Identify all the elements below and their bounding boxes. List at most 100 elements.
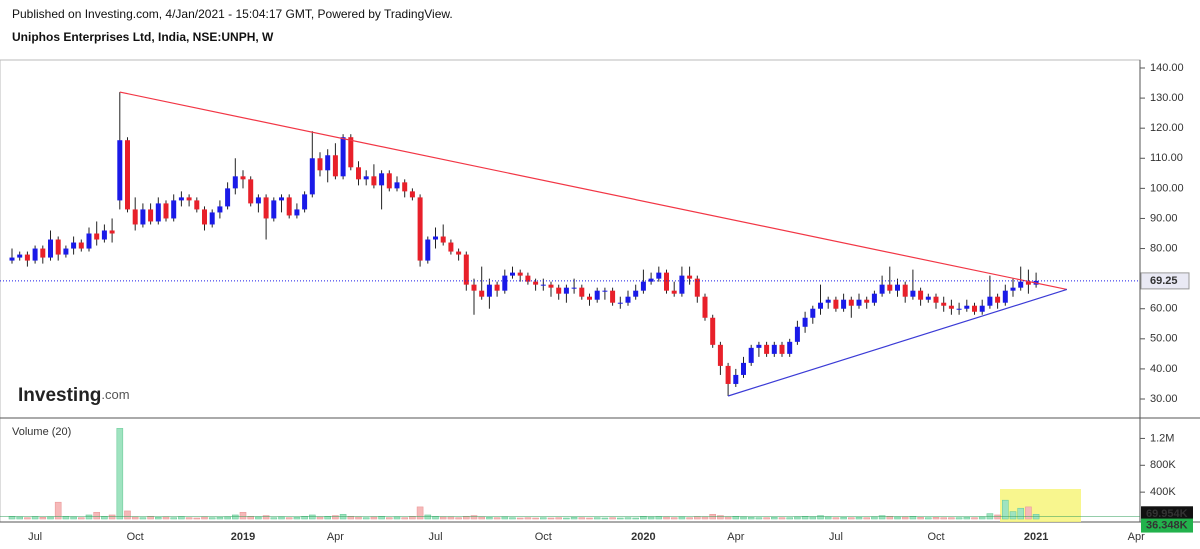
candle-body (1002, 290, 1008, 303)
volume-bar (763, 517, 770, 520)
volume-bar (116, 428, 124, 520)
volume-bar (555, 517, 563, 520)
volume-bar (601, 517, 609, 520)
published-note: Published on Investing.com, 4/Jan/2021 -… (12, 7, 453, 21)
volume-bar (948, 517, 955, 520)
candle-body (702, 296, 708, 318)
candle-body (748, 347, 754, 363)
volume-bar (439, 516, 447, 520)
candle-body (925, 296, 931, 300)
volume-bar (501, 516, 509, 520)
volume-bar (578, 517, 586, 520)
x-tick-label: Apr (327, 531, 344, 543)
volume-bar (224, 516, 231, 520)
volume-bar (871, 516, 878, 520)
candle-body (471, 284, 477, 291)
candle-body (694, 278, 700, 297)
candle-body (109, 230, 115, 234)
volume-bar (701, 516, 709, 520)
volume-bar (93, 511, 100, 520)
y-tick-label: 130.00 (1150, 92, 1184, 104)
volume-bar (971, 517, 978, 520)
candle-body (910, 290, 916, 297)
candle-body (664, 272, 669, 291)
candle-body (94, 233, 100, 240)
trendline (727, 288, 1068, 397)
candle-body (964, 305, 970, 309)
candle-body (386, 173, 392, 189)
volume-bar (362, 517, 370, 520)
volume-bar (455, 517, 462, 520)
volume-bar (355, 516, 362, 520)
candle-body (225, 188, 231, 207)
volume-bar (493, 517, 501, 520)
candle-body (987, 296, 993, 306)
candle-body (463, 254, 469, 285)
x-tick-label: 2019 (231, 531, 255, 543)
candle-body (294, 209, 300, 216)
y-tick-label: 100.00 (1150, 182, 1184, 194)
volume-bar (647, 516, 655, 520)
candle-body (48, 239, 53, 258)
candle-body (833, 299, 839, 309)
candle-body (948, 305, 954, 309)
volume-bar (393, 516, 401, 520)
candle-body (679, 275, 685, 294)
candle-body (848, 299, 854, 306)
candle-body (794, 326, 800, 342)
y-tick-label: 50.00 (1150, 333, 1178, 345)
candle-body (610, 290, 616, 303)
candle-body (32, 248, 38, 261)
watermark-brand: Investing (18, 385, 101, 406)
candle-body (710, 317, 716, 345)
volume-bar (570, 517, 578, 520)
volume-bar (824, 516, 832, 520)
volume-bar (817, 515, 824, 520)
volume-tick-label: 400K (1150, 486, 1176, 498)
candle-body (356, 167, 361, 180)
volume-bar (755, 517, 763, 520)
candle-body (787, 341, 793, 354)
candle-body (186, 197, 192, 201)
candle-body (132, 209, 138, 225)
volume-bar (855, 517, 863, 520)
candle-body (86, 233, 92, 249)
candle-body (248, 179, 254, 204)
plot-frame (0, 59, 1141, 523)
volume-bar (963, 517, 971, 520)
candle-body (263, 197, 269, 219)
volume-bar (894, 516, 901, 520)
volume-bar (847, 517, 855, 520)
volume-bar (917, 517, 924, 520)
candle-body (802, 317, 808, 327)
volume-bar (385, 517, 393, 520)
candle-body (602, 290, 608, 292)
volume-bar (794, 516, 801, 520)
volume-bar (1025, 506, 1032, 520)
candle-body (648, 278, 654, 282)
x-tick-label: Oct (535, 531, 552, 543)
volume-bar (16, 516, 24, 520)
candle-body (140, 209, 146, 225)
volume-bar (747, 517, 755, 520)
candle-body (871, 293, 877, 303)
volume-bar (78, 517, 85, 520)
candle-body (810, 308, 816, 318)
candle-body (40, 248, 46, 258)
x-tick-label: Jul (428, 531, 442, 543)
volume-bar (239, 511, 247, 520)
volume-tick-label: 1.2M (1150, 432, 1174, 444)
candle-body (995, 296, 1001, 303)
candle-body (448, 242, 454, 252)
volume-bar (1017, 507, 1025, 520)
volume-bar (201, 516, 208, 520)
volume-bar (717, 515, 724, 520)
candle-body (856, 299, 862, 306)
candle-body (533, 281, 539, 285)
x-tick-label: Apr (1128, 531, 1145, 543)
x-tick-label: Apr (727, 531, 744, 543)
volume-bar (162, 516, 170, 520)
x-tick-label: Jul (28, 531, 42, 543)
candle-body (317, 158, 323, 171)
watermark: Investing.com (18, 385, 130, 406)
